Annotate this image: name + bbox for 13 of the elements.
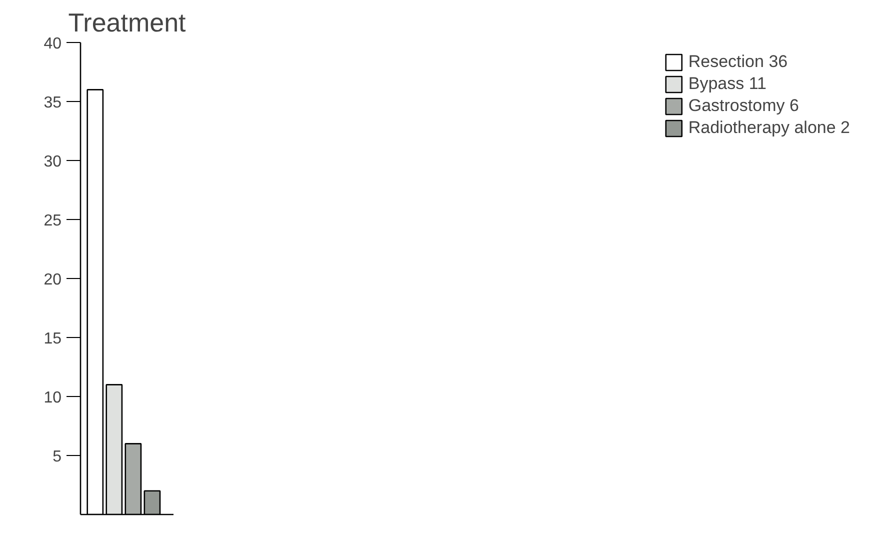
y-tick-label: 40: [44, 36, 62, 52]
y-tick-label: 25: [44, 212, 62, 230]
legend-label: Bypass 11: [688, 74, 766, 94]
y-tick-label: 5: [52, 448, 62, 466]
y-tick-label: 20: [44, 272, 62, 288]
y-tick-label: 30: [44, 154, 62, 170]
legend-label: Resection 36: [688, 52, 788, 72]
y-tick-label: 35: [44, 94, 62, 112]
legend-label: Gastrostomy 6: [688, 96, 799, 116]
legend-label: Radiotherapy alone 2: [688, 118, 850, 138]
y-tick-label: 15: [44, 330, 62, 348]
y-tick-label: 10: [44, 390, 62, 406]
chart-title: Treatment: [68, 8, 187, 38]
